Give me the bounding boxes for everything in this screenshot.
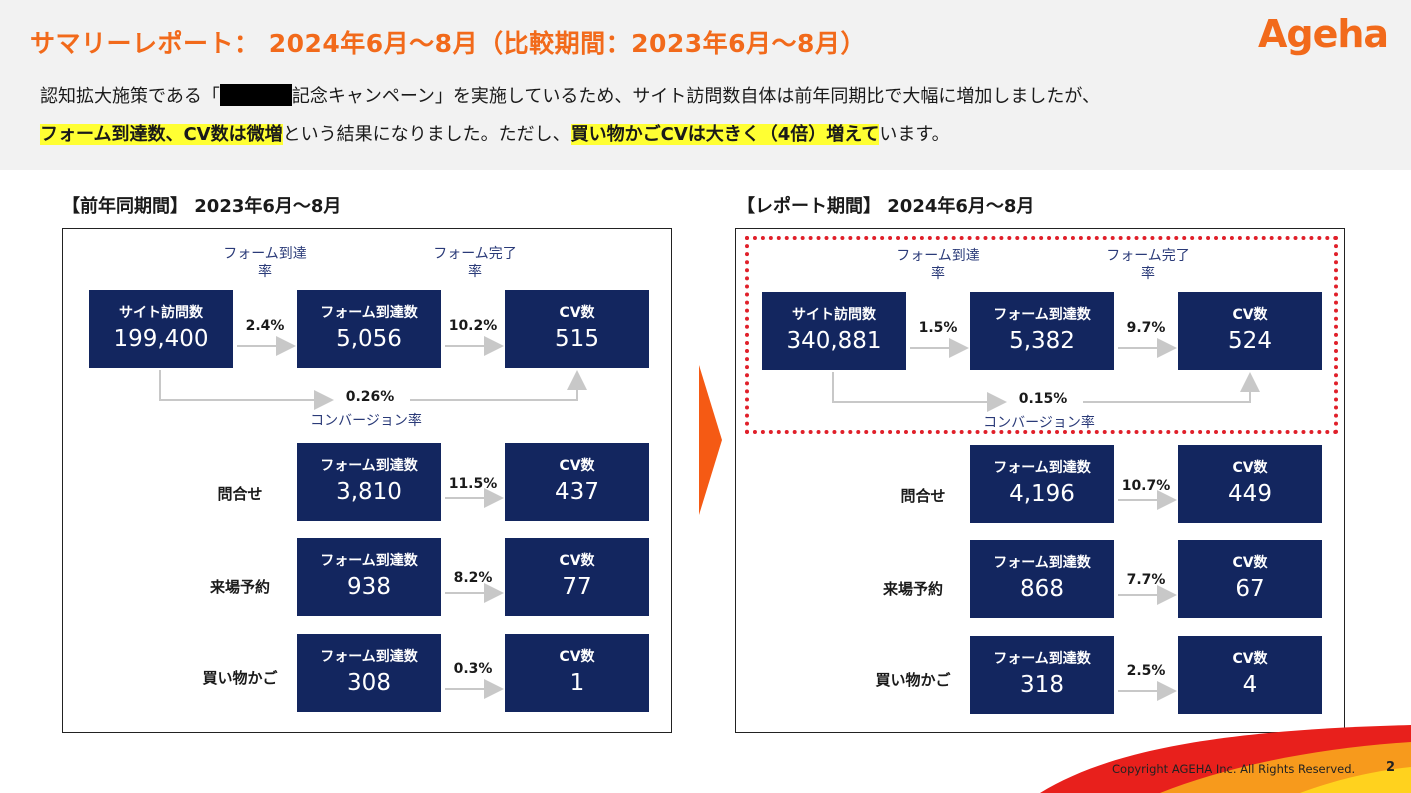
- box-value: 340,881: [786, 328, 882, 354]
- box-value: 515: [555, 326, 599, 352]
- footer-swoosh-red: [1040, 725, 1411, 793]
- redacted-block: [219, 84, 292, 106]
- box-label: CV数: [559, 305, 595, 321]
- summary-line-1-pre: 認知拡大施策である「: [40, 86, 220, 107]
- box-value: 67: [1235, 576, 1265, 602]
- box-value: 4,196: [1009, 481, 1075, 507]
- left-conv-caption: コンバージョン率: [310, 413, 422, 429]
- highlight-form-cv: フォーム到達数、CV数は微増: [40, 124, 283, 145]
- right-visit-form-box: フォーム到達数 868: [970, 540, 1114, 618]
- page-title: サマリーレポート： 2024年6月～8月（比較期間：2023年6月～8月）: [30, 29, 866, 58]
- box-value: 5,382: [1009, 328, 1075, 354]
- left-row-label-cart: 買い物かご: [202, 669, 278, 687]
- left-cart-rate: 0.3%: [453, 661, 493, 677]
- left-row-label-visit: 来場予約: [209, 578, 270, 596]
- box-value: 199,400: [113, 326, 209, 352]
- right-cv-box: CV数 524: [1178, 292, 1322, 370]
- summary-line-2-end: います。: [879, 124, 950, 145]
- highlight-cart-cv: 買い物かごCVは大きく（4倍）増えて: [570, 124, 880, 145]
- right-cart-form-box: フォーム到達数 318: [970, 636, 1114, 714]
- box-value: 3,810: [336, 479, 402, 505]
- right-row-label-visit: 来場予約: [882, 580, 943, 598]
- right-cart-cv-box: CV数 4: [1178, 636, 1322, 714]
- left-rate-reach: 2.4%: [245, 318, 285, 334]
- left-row-label-inquiry: 問合せ: [217, 485, 263, 503]
- right-inquiry-rate: 10.7%: [1121, 478, 1171, 494]
- box-label: フォーム到達数: [320, 305, 418, 321]
- left-cap-complete: フォーム完了率: [433, 246, 517, 280]
- box-value: 4: [1242, 672, 1258, 698]
- box-label: CV数: [1232, 651, 1268, 667]
- box-label: フォーム到達数: [993, 460, 1091, 476]
- left-conv-rate: 0.26%: [345, 389, 395, 405]
- summary-line-1: 認知拡大施策である「 記念キャンペーン」を実施しているため、サイト訪問数自体は前年…: [40, 82, 1100, 108]
- left-site-visits-box: サイト訪問数 199,400: [89, 290, 233, 368]
- summary-line-1-post: 記念キャンペーン」を実施しているため、サイト訪問数自体は前年同期比で大幅に増加し…: [291, 86, 1101, 107]
- box-label: CV数: [559, 458, 595, 474]
- right-rate-reach: 1.5%: [918, 320, 958, 336]
- copyright-text: Copyright AGEHA Inc. All Rights Reserved…: [1112, 762, 1356, 776]
- right-visit-cv-box: CV数 67: [1178, 540, 1322, 618]
- right-cap-reach: フォーム到達率: [896, 248, 980, 282]
- box-label: CV数: [1232, 555, 1268, 571]
- box-value: 318: [1020, 672, 1064, 698]
- page-number: 2: [1386, 760, 1396, 775]
- box-label: CV数: [1232, 460, 1268, 476]
- right-conv-rate: 0.15%: [1018, 391, 1068, 407]
- left-inquiry-form-box: フォーム到達数 3,810: [297, 443, 441, 521]
- box-value: 5,056: [336, 326, 402, 352]
- left-visit-rate: 8.2%: [453, 570, 493, 586]
- box-value: 524: [1228, 328, 1272, 354]
- right-row-label-cart: 買い物かご: [875, 671, 951, 689]
- left-visit-form-box: フォーム到達数 938: [297, 538, 441, 616]
- right-section-title: 【レポート期間】 2024年6月～8月: [737, 196, 1035, 217]
- left-visit-cv-box: CV数 77: [505, 538, 649, 616]
- right-visit-rate: 7.7%: [1126, 572, 1166, 588]
- box-label: CV数: [559, 553, 595, 569]
- left-inquiry-rate: 11.5%: [448, 476, 498, 492]
- right-cart-rate: 2.5%: [1126, 663, 1166, 679]
- box-label: CV数: [1232, 307, 1268, 323]
- right-form-box: フォーム到達数 5,382: [970, 292, 1114, 370]
- box-label: フォーム到達数: [320, 553, 418, 569]
- left-cart-cv-box: CV数 1: [505, 634, 649, 712]
- left-rate-complete: 10.2%: [448, 318, 498, 334]
- box-label: フォーム到達数: [993, 651, 1091, 667]
- left-inquiry-cv-box: CV数 437: [505, 443, 649, 521]
- box-value: 308: [347, 670, 391, 696]
- box-label: フォーム到達数: [993, 555, 1091, 571]
- box-label: フォーム到達数: [320, 458, 418, 474]
- box-value: 938: [347, 574, 391, 600]
- highlight-dotted-frame: [745, 236, 1338, 434]
- right-cap-complete: フォーム完了率: [1106, 248, 1190, 282]
- summary-line-2: フォーム到達数、CV数は微増という結果になりました。ただし、買い物かごCVは大き…: [40, 120, 950, 146]
- box-value: 437: [555, 479, 599, 505]
- left-cart-form-box: フォーム到達数 308: [297, 634, 441, 712]
- box-label: フォーム到達数: [993, 307, 1091, 323]
- box-value: 77: [562, 574, 592, 600]
- box-label: サイト訪問数: [119, 305, 203, 321]
- box-value: 449: [1228, 481, 1272, 507]
- period-chevron-icon: [699, 365, 722, 515]
- box-label: サイト訪問数: [792, 307, 876, 323]
- summary-line-2-mid: という結果になりました。ただし、: [282, 124, 571, 145]
- box-label: フォーム到達数: [320, 649, 418, 665]
- right-site-visits-box: サイト訪問数 340,881: [762, 292, 906, 370]
- left-section-title: 【前年同期間】 2023年6月～8月: [62, 196, 342, 217]
- right-inquiry-form-box: フォーム到達数 4,196: [970, 445, 1114, 523]
- right-rate-complete: 9.7%: [1126, 320, 1166, 336]
- left-form-box: フォーム到達数 5,056: [297, 290, 441, 368]
- right-conv-caption: コンバージョン率: [983, 415, 1095, 431]
- right-inquiry-cv-box: CV数 449: [1178, 445, 1322, 523]
- box-value: 1: [569, 670, 585, 696]
- box-value: 868: [1020, 576, 1064, 602]
- ageha-logo: Ageha: [1258, 12, 1389, 56]
- box-label: CV数: [559, 649, 595, 665]
- left-cap-reach: フォーム到達率: [223, 246, 307, 280]
- right-row-label-inquiry: 問合せ: [900, 487, 946, 505]
- left-cv-box: CV数 515: [505, 290, 649, 368]
